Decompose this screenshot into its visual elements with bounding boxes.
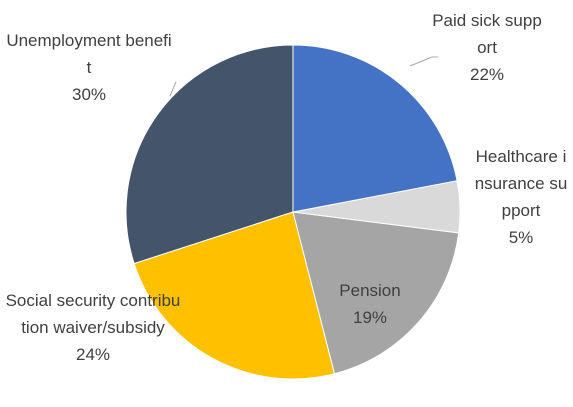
category-name: Pension bbox=[339, 281, 401, 300]
pie-slice bbox=[133, 211, 336, 380]
slice-label: Healthcare insurance support 5% bbox=[474, 143, 568, 251]
value-label: 30% bbox=[71, 85, 107, 104]
pie-slice bbox=[125, 44, 294, 265]
value-label: 24% bbox=[75, 345, 111, 364]
leader-line bbox=[169, 81, 177, 97]
slice-label: Paid sick support 22% bbox=[432, 7, 542, 88]
slice-label: Social security contribution waiver/subs… bbox=[4, 287, 182, 368]
pie-slice bbox=[292, 44, 458, 213]
slice-label: Unemployment benefit 30% bbox=[4, 27, 174, 108]
category-name: Paid sick support bbox=[432, 11, 542, 57]
slice-label: Pension 19% bbox=[318, 277, 422, 331]
value-label: 5% bbox=[508, 228, 534, 247]
category-name: Unemployment benefit bbox=[6, 31, 172, 77]
category-name: Social security contribution waiver/subs… bbox=[5, 291, 181, 337]
category-name: Healthcare insurance support bbox=[474, 147, 568, 220]
leader-line bbox=[409, 56, 438, 67]
value-label: 22% bbox=[469, 65, 505, 84]
value-label: 19% bbox=[352, 308, 388, 327]
pie-slice bbox=[292, 211, 460, 375]
